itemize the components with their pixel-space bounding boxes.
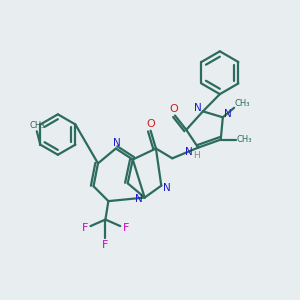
Text: H: H — [193, 152, 200, 160]
Text: CH₃: CH₃ — [234, 99, 250, 108]
Text: F: F — [102, 239, 109, 250]
Text: N: N — [112, 138, 120, 148]
Text: F: F — [81, 223, 88, 232]
Text: N: N — [185, 147, 193, 157]
Text: CH₃: CH₃ — [29, 121, 44, 130]
Text: N: N — [194, 103, 202, 113]
Text: O: O — [169, 104, 178, 114]
Text: N: N — [224, 109, 232, 119]
Text: F: F — [123, 223, 129, 232]
Text: CH₃: CH₃ — [237, 135, 252, 144]
Text: O: O — [146, 119, 155, 129]
Text: N: N — [135, 194, 142, 204]
Text: N: N — [164, 183, 171, 193]
